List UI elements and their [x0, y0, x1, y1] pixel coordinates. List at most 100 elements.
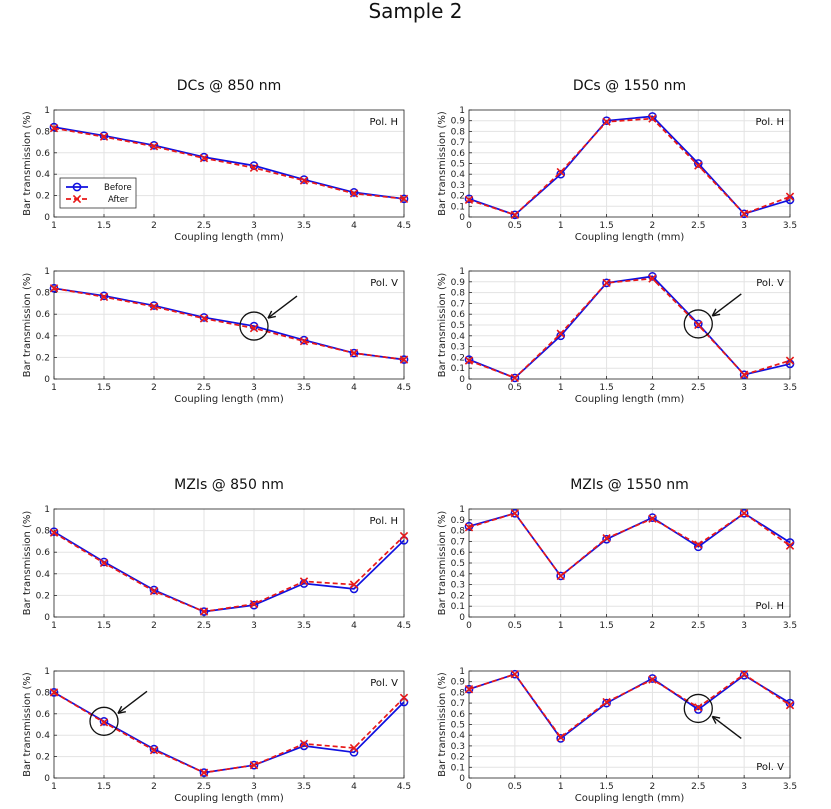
polarization-label: Pol. V — [756, 762, 784, 773]
data-point-before — [99, 716, 109, 726]
series-line-after — [468, 117, 791, 216]
data-point-after — [464, 523, 474, 532]
data-point-after — [739, 370, 749, 379]
data-point-after — [349, 348, 359, 358]
data-point-before — [602, 698, 611, 708]
data-point-after — [648, 514, 657, 523]
y-tick-label: 0.4 — [36, 170, 51, 180]
axes-box — [53, 109, 405, 218]
series-line-after — [468, 277, 791, 379]
data-point-before — [602, 116, 611, 126]
chart-title: DCs @ 850 nm — [177, 78, 281, 94]
data-point-after — [149, 586, 159, 596]
chart-panel-1: 1 1.5 2 2.5 3 3.5 4 4.5 0 0.2 0.4 0.6 0.8 1 Coupling l… — [22, 78, 411, 243]
y-tick-label: 0.8 — [451, 527, 466, 537]
x-tick-label: 3 — [251, 221, 257, 231]
data-point-after — [99, 718, 109, 727]
y-tick-label: 1 — [459, 267, 465, 277]
y-tick-label: 0.2 — [451, 591, 465, 601]
data-point-after — [149, 142, 159, 151]
x-tick-label: 0.5 — [508, 221, 522, 231]
data-point-after — [739, 670, 749, 679]
chart-panel-6: 0 0.5 1 1.5 2 2.5 3 3.500.10.20.30.40.50.60.70.… — [437, 477, 797, 631]
data-point-before — [648, 513, 657, 522]
data-point-before — [464, 355, 474, 364]
y-tick-label: 0.8 — [36, 688, 51, 698]
x-axis-label: Coupling length (mm) — [174, 394, 284, 405]
data-point-after — [464, 685, 474, 694]
y-tick-label: 0.3 — [451, 343, 465, 353]
chart-title: MZIs @ 1550 nm — [570, 477, 689, 493]
data-point-after — [785, 192, 795, 201]
data-point-before — [510, 669, 520, 679]
chart-panel-5: 1 1.5 2 2.5 3 3.5 4 4.5 0 0.2 0.4 0.6 0.8 1 Bar transm… — [22, 477, 411, 631]
y-axis-label: Bar transmission (%) — [22, 672, 33, 777]
data-point-after — [464, 356, 474, 365]
y-tick-label: 0.8 — [451, 127, 466, 137]
y-tick-label: 0.6 — [451, 310, 466, 320]
data-point-after — [602, 697, 611, 707]
x-tick-label: 1.5 — [97, 383, 111, 393]
data-point-before — [739, 670, 749, 680]
data-point-after — [510, 509, 520, 518]
data-point-after — [510, 670, 520, 679]
y-axis-label: Bar transmission (%) — [22, 511, 33, 616]
series-line-after — [53, 691, 405, 774]
axes-box — [53, 270, 405, 380]
x-tick-label: 0 — [466, 621, 472, 631]
arrow-head-icon — [117, 705, 126, 714]
x-tick-label: 3.5 — [783, 221, 797, 231]
data-point-after — [648, 675, 657, 684]
data-point-after — [694, 161, 703, 170]
arrow-head-icon — [711, 308, 721, 317]
data-point-before — [510, 210, 520, 220]
x-tick-label: 2.5 — [691, 221, 705, 231]
data-point-after — [785, 701, 795, 710]
y-axis-label: Bar transmission (%) — [437, 511, 448, 616]
y-tick-label: 1 — [459, 667, 465, 677]
data-point-after — [149, 302, 159, 311]
y-tick-label: 0.6 — [36, 548, 51, 558]
data-point-after — [49, 284, 59, 293]
x-tick-label: 3.5 — [297, 621, 311, 631]
y-tick-label: 0.9 — [451, 678, 466, 688]
x-tick-label: 2.5 — [197, 782, 211, 792]
y-tick-label: 0.3 — [451, 181, 465, 191]
y-tick-label: 0 — [44, 375, 50, 385]
chart-panel-3: 1 1.5 2 2.5 3 3.5 4 4.5 0 0.2 0.4 0.6 0.8 1 Coupling l… — [22, 267, 411, 405]
legend-label-after: After — [108, 195, 129, 205]
y-tick-label: 0.4 — [451, 570, 466, 580]
y-tick-label: 0.8 — [451, 289, 466, 299]
data-point-before — [648, 674, 657, 683]
data-point-after — [602, 117, 611, 126]
polarization-label: Pol. H — [370, 516, 398, 527]
y-tick-label: 0.6 — [36, 310, 51, 320]
y-tick-label: 0.2 — [36, 192, 50, 202]
x-tick-label: 1.5 — [599, 621, 613, 631]
x-tick-label: 3.5 — [783, 621, 797, 631]
data-point-after — [299, 739, 309, 748]
y-tick-label: 0.5 — [451, 559, 465, 569]
data-point-after — [249, 599, 259, 609]
y-axis-label: Bar transmission (%) — [437, 111, 448, 216]
data-point-before — [556, 734, 566, 743]
x-tick-label: 1.5 — [599, 782, 613, 792]
data-point-after — [99, 132, 109, 141]
x-tick-label: 1.5 — [97, 221, 111, 231]
data-point-after — [249, 163, 259, 172]
x-tick-label: 3.5 — [297, 383, 311, 393]
data-point-after — [199, 768, 209, 777]
x-axis-label: Coupling length (mm) — [575, 793, 685, 804]
y-tick-label: 0.6 — [451, 710, 466, 720]
y-tick-label: 0.2 — [451, 192, 465, 202]
data-point-before — [556, 571, 566, 581]
y-tick-label: 0.2 — [36, 753, 50, 763]
x-tick-label: 1.5 — [97, 782, 111, 792]
x-tick-label: 0 — [466, 221, 472, 231]
data-point-after — [739, 209, 749, 218]
highlight-circle — [239, 311, 269, 341]
data-point-after — [49, 528, 59, 537]
series-line-after — [468, 512, 791, 577]
data-point-after — [399, 693, 409, 702]
y-tick-label: 0.9 — [451, 516, 466, 526]
